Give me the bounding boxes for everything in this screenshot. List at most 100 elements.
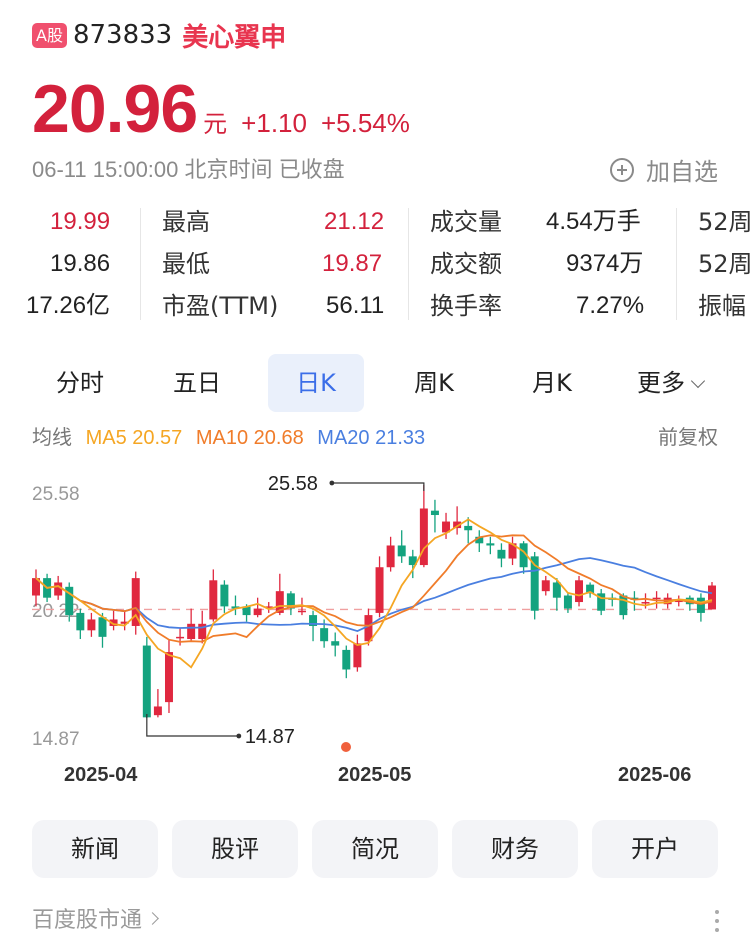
candle-body [242,606,251,616]
profile-button[interactable]: 简况 [312,820,438,878]
candle-body [519,543,528,568]
candle-body [342,649,351,670]
stat-market-cap: 17.26亿 [26,292,111,319]
x-axis-label-jun: 2025-06 [618,764,692,786]
candle-body [331,641,340,646]
divider [140,208,141,320]
candle-body [442,521,451,533]
price-change-percent: +5.54% [320,108,410,138]
divider [408,208,409,320]
candle-body [98,617,107,637]
low-annotation-line [146,714,239,737]
stat-label-turnover-rate: 换手率 [430,292,502,320]
x-axis-label-may: 2025-05 [338,764,412,786]
tab-intraday[interactable]: 分时 [56,369,104,397]
candle-body [164,652,173,703]
ma20-line [35,557,713,633]
candle-body [586,584,595,594]
price-row: 20.96 元 +1.10 +5.54% [32,70,424,147]
candle-body [87,619,96,631]
candle-body [619,595,628,616]
plus-circle-icon [610,157,634,182]
chevron-right-icon [146,911,159,925]
event-marker-dot[interactable] [341,742,351,752]
candle-body [120,621,129,624]
market-badge: A股 [32,22,67,48]
candle-body [530,556,539,611]
source-label: 百度股市通 [32,908,143,933]
stat-pe: 56.11 [326,292,385,319]
low-annotation-dot [236,733,242,739]
stock-code: 873833 [72,20,173,50]
candle-body [708,585,716,610]
more-options-icon[interactable] [714,910,720,936]
y-axis-bottom-label: 14.87 [32,729,80,750]
divider [676,208,677,320]
action-buttons: 新闻 股评 简况 财务 开户 [32,820,718,878]
candle-body [453,521,462,529]
candle-body [508,543,517,559]
tab-weekly-k[interactable]: 周K [414,369,454,397]
chevron-down-icon [690,373,706,389]
candle-body [419,508,428,566]
candle-body [397,545,406,557]
trade-time-status: 06-11 15:00:00 北京时间 已收盘 [32,157,345,182]
candle-body [198,623,207,640]
stat-prev-close: 19.86 [50,250,111,277]
y-axis-top-label: 25.58 [32,484,80,505]
stat-label-low: 最低 [162,250,210,278]
reviews-button[interactable]: 股评 [172,820,298,878]
ma10-line [35,534,713,643]
ma-label: 均线 [32,427,72,449]
candle-body [320,628,329,642]
price-adjust-toggle[interactable]: 前复权 [658,425,718,449]
candle-body [131,578,140,626]
tab-monthly-k[interactable]: 月K [532,369,572,397]
ma-lines-layer [35,518,713,669]
source-link[interactable]: 百度股市通 [32,902,159,934]
stat-label-turnover: 成交额 [430,250,502,278]
candle-body [209,580,218,620]
ma5-line [35,518,713,669]
candle-body [353,643,362,668]
stat-label-volume: 成交量 [430,208,502,236]
candle-body [552,582,561,598]
candle-body [109,619,118,626]
candle-body [187,623,196,640]
candle-body [297,610,306,613]
stat-low: 19.87 [322,250,383,277]
candle-body [286,593,295,609]
ma5-value: MA5 20.57 [85,427,183,449]
candle-body [464,525,473,531]
stat-label-high: 最高 [162,208,210,236]
chart-period-tabs: 分时 五日 日K 周K 月K 更多 [0,354,750,412]
stat-label-amplitude: 振幅 [698,292,746,320]
candle-body [231,606,240,609]
add-watchlist-button[interactable]: 加自选 [610,152,718,187]
stat-label-pe: 市盈(TTM) [162,292,279,320]
annotations-layer: 25.58 14.87 [146,473,425,748]
stat-volume: 4.54万手 [546,208,641,235]
candle-body [475,536,484,544]
open-account-button[interactable]: 开户 [592,820,718,878]
candle-body [575,580,584,603]
candle-body [153,706,162,716]
candle-body [220,584,229,607]
current-price: 20.96 [32,71,198,147]
stat-label-52w-low: 52周 [698,250,750,278]
candle-body [597,593,606,611]
stock-header: A股 873833 美心翼申 [32,18,287,53]
candle-body [364,615,373,642]
news-button[interactable]: 新闻 [32,820,158,878]
finance-button[interactable]: 财务 [452,820,578,878]
candle-body [375,567,384,613]
stat-high: 21.12 [324,208,385,235]
ma10-value: MA10 20.68 [195,427,304,449]
add-watchlist-label: 加自选 [646,158,718,186]
candle-body [430,510,439,516]
tab-five-day[interactable]: 五日 [173,369,221,397]
tab-more[interactable]: 更多 [620,354,720,412]
stock-name: 美心翼申 [182,22,287,53]
tab-daily-k[interactable]: 日K [268,354,364,412]
